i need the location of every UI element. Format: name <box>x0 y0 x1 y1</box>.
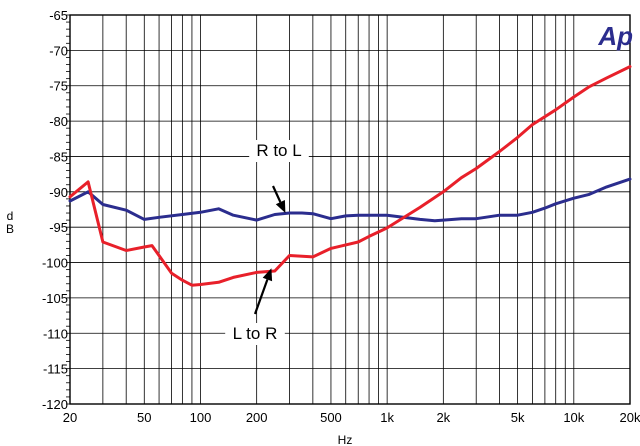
y-tick-label: -80 <box>49 114 68 129</box>
l_to_r-arrow-shaft <box>253 279 269 315</box>
x-tick-label: 10k <box>563 410 584 425</box>
series-line-l_to_r <box>68 65 632 287</box>
x-tick-label: 20k <box>620 410 640 425</box>
grid <box>66 14 631 405</box>
r_to_l-arrow-head <box>275 200 286 213</box>
y-tick-label: -85 <box>49 149 68 164</box>
x-tick-label: 500 <box>320 410 342 425</box>
y-tick-label: -120 <box>42 397 68 412</box>
y-tick-label: -115 <box>43 362 68 377</box>
l_to_r-label-bg <box>225 323 285 345</box>
plot-area <box>70 15 630 404</box>
x-tick-label: 5k <box>511 410 525 425</box>
y-tick-label: -105 <box>42 291 68 306</box>
y-tick-label: -65 <box>49 8 68 23</box>
ap-logo: Ap <box>597 21 633 51</box>
x-tick-label: 1k <box>380 410 394 425</box>
series-line-r_to_l <box>68 177 632 223</box>
y-tick-label: -110 <box>43 326 68 341</box>
x-tick-label: 100 <box>190 410 212 425</box>
tick-labels: -65 -70 -75 -80 -85 -90 -95 -100 -105 -110 -115 -12… <box>42 8 640 425</box>
x-tick-label: 200 <box>246 410 268 425</box>
r_to_l-label: R to L <box>256 141 301 160</box>
y-tick-label: -95 <box>49 220 68 235</box>
x-tick-label: 20 <box>63 410 77 425</box>
r_to_l-arrow-shaft <box>271 185 282 203</box>
x-tick-label: 2k <box>436 410 450 425</box>
y-tick-label: -90 <box>49 185 68 200</box>
annotations: R to L L to R <box>225 140 309 345</box>
l_to_r-arrow-head <box>262 268 273 282</box>
y-tick-label: -70 <box>49 43 68 58</box>
plot-frame <box>69 14 631 405</box>
y-tick-label: -100 <box>42 256 68 271</box>
x-tick-label: 50 <box>137 410 151 425</box>
l_to_r-label: L to R <box>233 324 278 343</box>
y-tick-label: -75 <box>49 79 68 94</box>
x-axis-label: Hz <box>338 433 353 446</box>
r_to_l-label-bg <box>249 140 309 162</box>
series-layer <box>68 65 632 287</box>
